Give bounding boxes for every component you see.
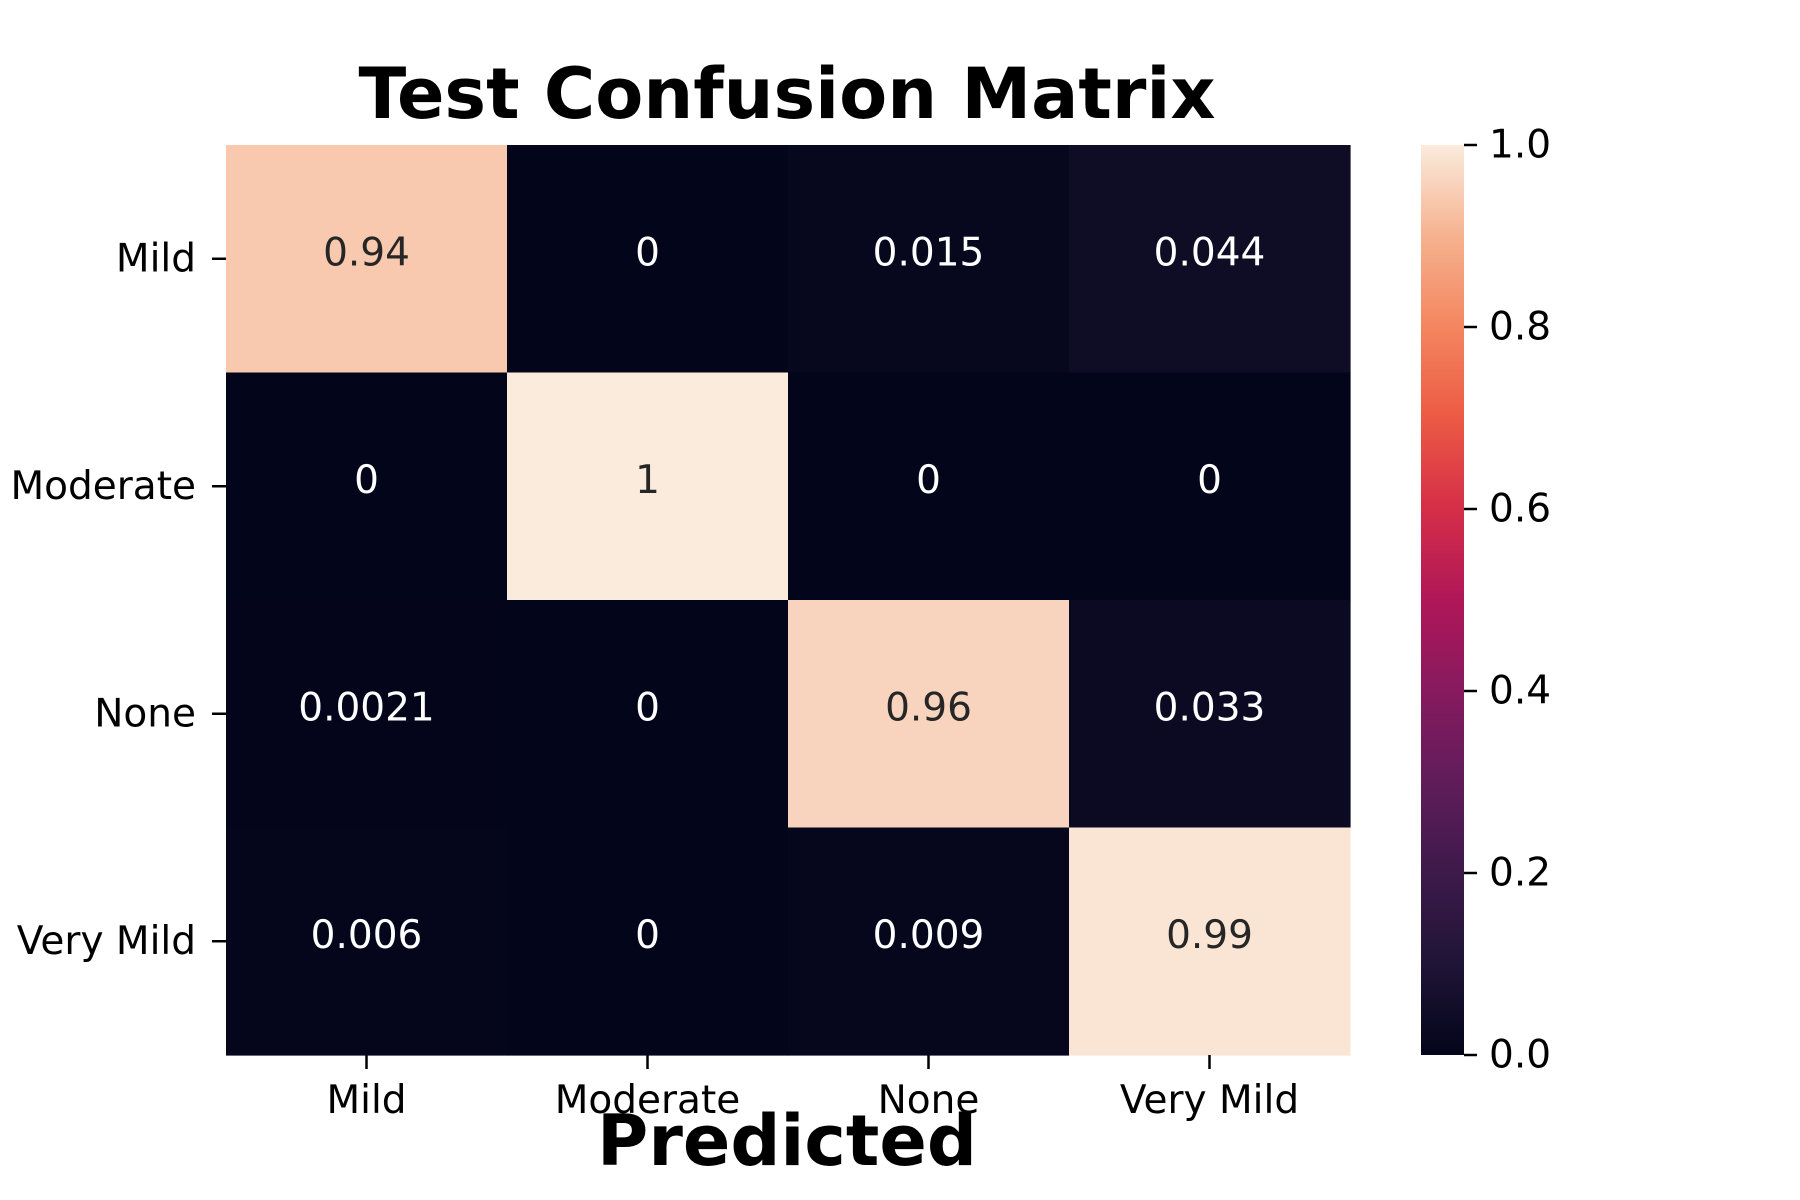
x-axis-label: Predicted [597, 1100, 977, 1182]
heatmap-cell [507, 600, 789, 829]
x-tick-label: None [878, 1078, 980, 1123]
cell-value-label: 0 [635, 230, 660, 275]
cell-value-label: 0.99 [1166, 913, 1253, 958]
colorbar-axis: 0.0 0.2 0.4 0.6 0.8 1.0 [1464, 123, 1551, 1078]
cell-value-label: 0.006 [311, 913, 423, 958]
chart-title: Test Confusion Matrix [359, 53, 1216, 135]
x-axis: Mild Moderate None Very Mild [326, 1055, 1299, 1123]
heatmap-cell [788, 600, 1070, 829]
heatmap-cell [226, 372, 508, 601]
colorbar-tick-label: 0.0 [1489, 1033, 1551, 1078]
heatmap-cell-labels: 0.94 0 0.015 0.044 0 1 0 0 0.0021 0 0.96 0.033 0.006… [298, 230, 1265, 958]
heatmap-cells [226, 145, 1351, 1056]
cell-value-label: 0 [916, 458, 941, 503]
cell-value-label: 0.015 [873, 230, 985, 275]
heatmap-cell [1069, 600, 1351, 829]
cell-value-label: 0.0021 [298, 685, 434, 730]
heatmap-cell [507, 145, 789, 374]
x-tick-label: Very Mild [1120, 1078, 1299, 1123]
colorbar [1421, 145, 1464, 1055]
y-tick-label: Moderate [11, 464, 196, 509]
cell-value-label: 0.033 [1154, 685, 1266, 730]
y-tick-label: Mild [116, 236, 196, 281]
heatmap-cell [1069, 372, 1351, 601]
cell-value-label: 0 [1197, 458, 1222, 503]
heatmap-cell [226, 145, 508, 374]
cell-value-label: 1 [635, 458, 660, 503]
colorbar-tick-label: 1.0 [1489, 123, 1551, 168]
x-tick-label: Mild [326, 1078, 406, 1123]
cell-value-label: 0 [354, 458, 379, 503]
heatmap-cell [507, 372, 789, 601]
x-tick-label: Moderate [555, 1078, 740, 1123]
heatmap-cell [788, 372, 1070, 601]
cell-value-label: 0.009 [873, 913, 985, 958]
colorbar-tick-label: 0.8 [1489, 305, 1551, 350]
heatmap-cell [788, 827, 1070, 1056]
cell-value-label: 0.044 [1154, 230, 1266, 275]
y-axis: Mild Moderate None Very Mild [11, 236, 226, 964]
cell-value-label: 0.96 [885, 685, 972, 730]
colorbar-tick-label: 0.6 [1489, 487, 1551, 532]
y-tick-label: None [94, 691, 196, 736]
heatmap-cell [226, 827, 508, 1056]
colorbar-tick-label: 0.4 [1489, 669, 1551, 714]
heatmap-cell [788, 145, 1070, 374]
heatmap-cell [507, 827, 789, 1056]
heatmap-cell [1069, 827, 1351, 1056]
cell-value-label: 0.94 [323, 230, 410, 275]
heatmap-cell [1069, 145, 1351, 374]
cell-value-label: 0 [635, 913, 660, 958]
colorbar-tick-label: 0.2 [1489, 851, 1551, 896]
y-tick-label: Very Mild [17, 919, 196, 964]
heatmap-cell [226, 600, 508, 829]
cell-value-label: 0 [635, 685, 660, 730]
